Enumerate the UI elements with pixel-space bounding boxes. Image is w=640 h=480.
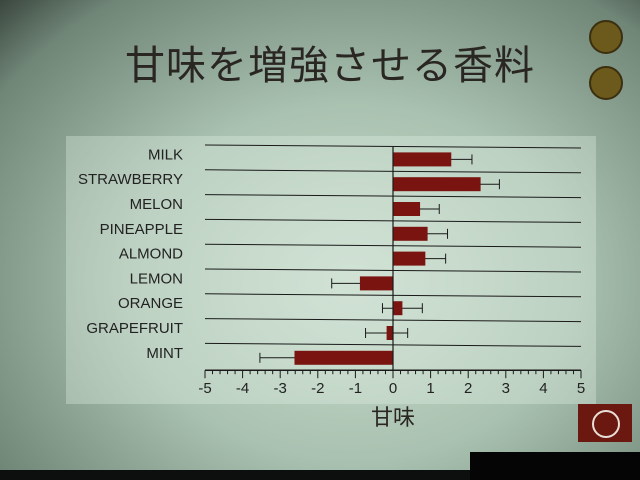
x-tick-label: -3 [274,380,287,397]
category-label: MILK [148,146,183,163]
x-tick-label: -1 [349,380,362,397]
bar-lemon [359,276,393,291]
bar-chart: MILK STRAWBERRY MELON PINEAPPLE ALMOND LEMON O… [78,144,585,431]
bar-grapefruit [386,326,393,340]
category-label: MINT [146,345,183,362]
grid-line [204,144,582,149]
cartoon-face-icon [589,20,623,54]
x-tick-label: 5 [577,380,585,397]
bar-pineapple [393,226,428,241]
bar-orange [393,301,403,316]
bar-strawberry [393,177,481,192]
category-label: ORANGE [118,295,183,312]
bar-milk [393,152,452,167]
bar-mint [294,350,393,365]
x-tick-label: 2 [464,380,472,397]
slide: 甘味を増強させる香料 MILK STRAWBERRY MELON PINEAPPLE A… [0,0,640,470]
bar-almond [393,251,426,266]
category-label: LEMON [130,270,183,287]
category-label: PINEAPPLE [100,221,183,238]
x-tick-label: 3 [502,380,510,397]
logo-icon [578,404,632,442]
x-tick-label: -4 [236,380,249,397]
slide-title: 甘味を増強させる香料 [125,43,535,89]
category-label: STRAWBERRY [78,171,183,188]
category-label: ALMOND [119,246,183,263]
projector [470,452,640,480]
x-tick-label: 4 [539,380,547,397]
x-tick-label: 0 [389,380,397,397]
bar-melon [393,202,421,216]
x-tick-label: -2 [311,380,324,397]
category-label: MELON [130,196,183,213]
cartoon-face-icon [589,66,623,100]
x-axis-label: 甘味 [371,406,415,431]
x-tick-label: -5 [198,380,211,397]
category-label: GRAPEFRUIT [86,320,183,337]
x-tick-label: 1 [426,380,434,397]
